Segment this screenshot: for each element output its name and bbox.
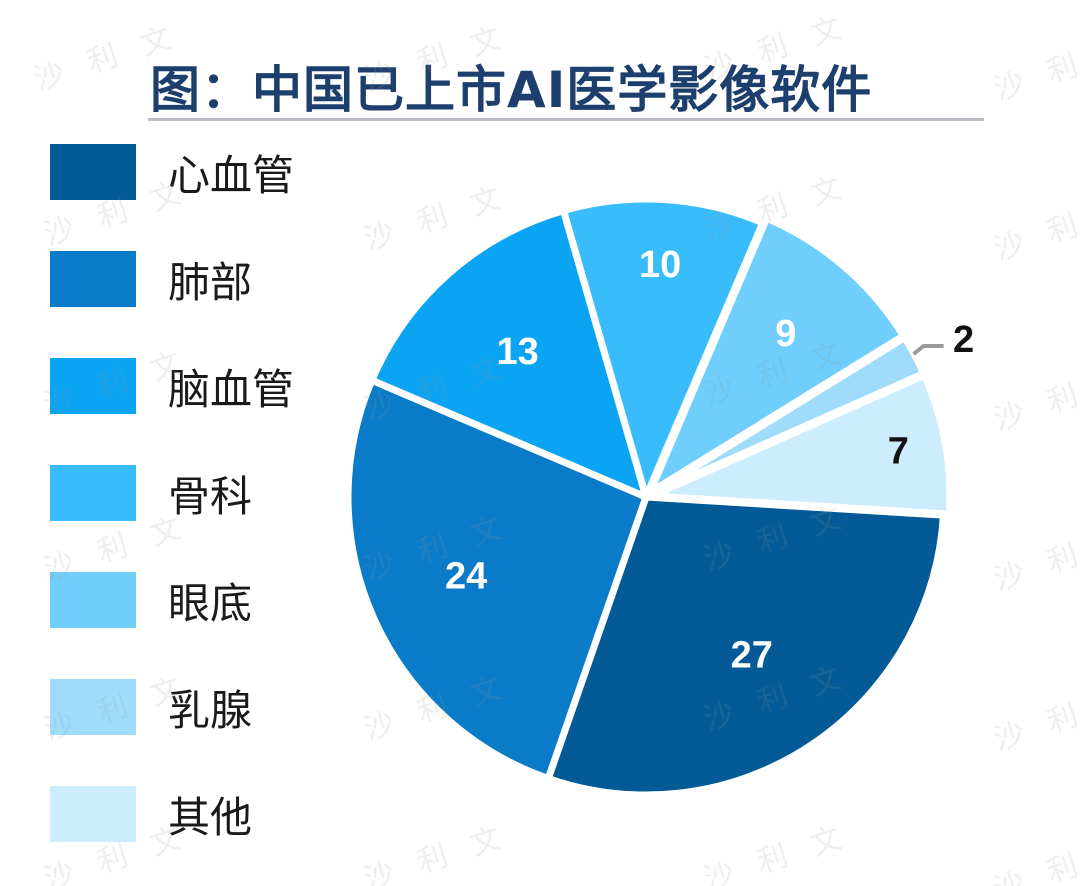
legend-item-breast: 乳腺 bbox=[50, 679, 252, 735]
data-label: 13 bbox=[497, 331, 539, 373]
pie-slice bbox=[344, 376, 650, 783]
legend-item-orthopedics: 骨科 bbox=[50, 465, 252, 521]
legend-swatch bbox=[50, 358, 136, 414]
legend-item-cardiovascular: 心血管 bbox=[50, 144, 294, 200]
legend-label: 乳腺 bbox=[168, 685, 253, 735]
legend-swatch bbox=[50, 572, 136, 628]
leader-line bbox=[912, 343, 944, 356]
legend-item-other: 其他 bbox=[50, 786, 252, 842]
data-label: 2 bbox=[953, 319, 974, 361]
pie-slice bbox=[648, 371, 954, 518]
pie-slice bbox=[544, 493, 947, 799]
data-label: 9 bbox=[775, 313, 796, 355]
legend-label: 眼底 bbox=[168, 578, 253, 628]
pie-slice bbox=[368, 207, 650, 501]
legend-swatch bbox=[50, 679, 136, 735]
legend-swatch bbox=[50, 465, 136, 521]
pie-slice bbox=[646, 214, 907, 496]
legend-item-fundus: 眼底 bbox=[50, 572, 252, 628]
title-divider bbox=[148, 118, 984, 121]
data-label: 27 bbox=[731, 635, 773, 677]
legend-item-lung: 肺部 bbox=[50, 251, 252, 307]
legend-label: 心血管 bbox=[168, 150, 295, 200]
legend-label: 肺部 bbox=[168, 257, 253, 307]
legend-label: 其他 bbox=[168, 792, 253, 842]
data-label: 10 bbox=[639, 244, 681, 286]
legend-label: 骨科 bbox=[168, 471, 253, 521]
legend-swatch bbox=[50, 144, 136, 200]
legend-label: 脑血管 bbox=[168, 364, 295, 414]
pie-slice bbox=[560, 195, 767, 501]
legend-swatch bbox=[50, 251, 136, 307]
chart-title: 图：中国已上市AI医学影像软件 bbox=[150, 61, 873, 119]
data-label: 24 bbox=[445, 556, 487, 598]
data-label: 7 bbox=[888, 431, 909, 473]
legend-item-cerebrovascular: 脑血管 bbox=[50, 358, 294, 414]
legend-swatch bbox=[50, 786, 136, 842]
